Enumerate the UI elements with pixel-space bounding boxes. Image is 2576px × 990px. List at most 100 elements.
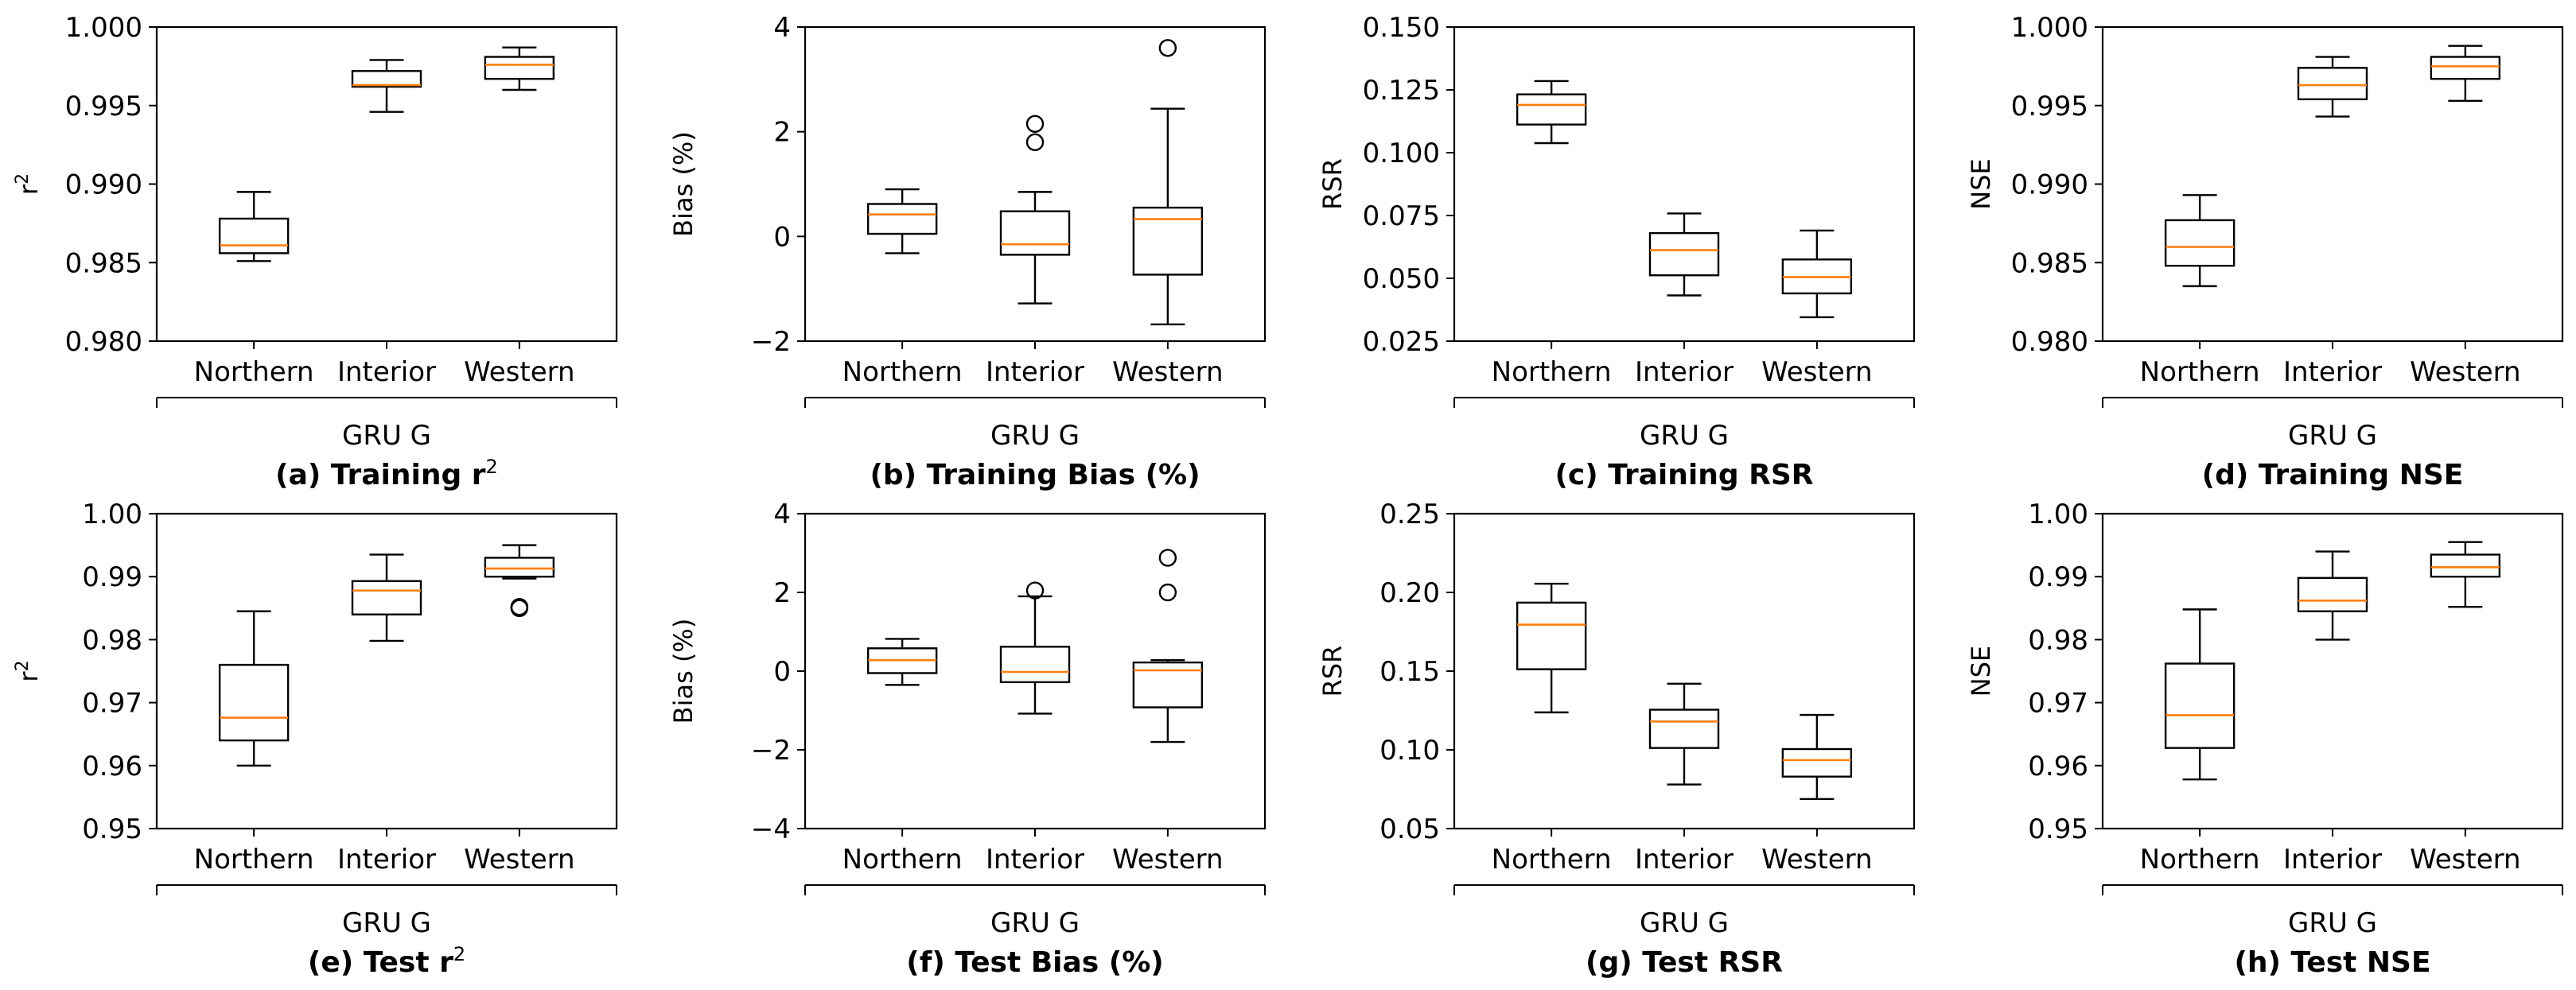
iqr-box xyxy=(484,557,555,578)
outlier-point xyxy=(1158,39,1177,57)
y-tick-label: 0.980 xyxy=(65,326,142,358)
x-tick-label: Interior xyxy=(2283,356,2382,388)
chart-panel-4: 0.980 0.985 0.990 0.995 1.000 NSE Northern Inte… xyxy=(1966,12,2564,491)
panel-caption: (b) Training Bias (%) xyxy=(870,459,1200,491)
outlier-point xyxy=(1158,549,1177,567)
box-interior xyxy=(351,59,422,113)
y-tick-label: 0.10 xyxy=(1379,735,1440,767)
iqr-box xyxy=(2430,553,2501,578)
outlier-point xyxy=(1025,115,1045,133)
y-tick-label: 0.025 xyxy=(1363,326,1440,358)
y-tick-label: 1.00 xyxy=(2028,499,2088,530)
y-tick-label: −2 xyxy=(751,326,791,358)
group-bracket xyxy=(2102,884,2563,895)
iqr-box xyxy=(1781,747,1853,778)
box-western xyxy=(1781,713,1853,800)
y-tick-label: 2 xyxy=(773,117,791,149)
box-northern xyxy=(1516,80,1587,145)
x-tick-label: Western xyxy=(1112,356,1223,388)
chart-panel-1: 0.980 0.985 0.990 0.995 1.000 r2 Northern Inter… xyxy=(13,12,618,491)
axes-frame xyxy=(2101,25,2564,343)
y-tick-label: 0.995 xyxy=(65,91,142,122)
outlier-point xyxy=(1025,581,1045,600)
x-tick-label: Northern xyxy=(194,356,314,388)
y-tick-label: 0.98 xyxy=(2028,624,2088,656)
iqr-box xyxy=(1516,93,1587,126)
y-tick-label: 0.97 xyxy=(2028,688,2088,720)
x-tick-label: Interior xyxy=(1635,356,1734,388)
y-tick-label: 0.050 xyxy=(1363,263,1440,295)
x-tick-label: Interior xyxy=(2283,844,2382,875)
outlier-point xyxy=(1025,133,1045,152)
panel-caption: (d) Training NSE xyxy=(2202,459,2464,491)
y-axis-label: r2 xyxy=(13,660,44,681)
y-tick-label: 0.990 xyxy=(65,169,142,201)
x-tick-label: Western xyxy=(1761,844,1872,875)
y-tick-label: 1.000 xyxy=(65,12,142,44)
group-label: GRU G xyxy=(1640,420,1729,452)
x-tick-label: Western xyxy=(464,356,574,388)
x-tick-label: Western xyxy=(1112,844,1223,875)
box-northern xyxy=(1516,582,1587,714)
box-northern xyxy=(2164,194,2236,288)
iqr-box xyxy=(1648,709,1720,749)
box-interior xyxy=(1648,682,1720,786)
y-tick-label: 1.00 xyxy=(82,499,142,530)
y-tick-label: 1.000 xyxy=(2011,12,2088,44)
x-tick-label: Northern xyxy=(842,844,963,875)
group-bracket xyxy=(2102,397,2563,408)
x-tick-label: Western xyxy=(2410,356,2520,388)
y-tick-label: 0.985 xyxy=(2011,247,2088,279)
box-western xyxy=(1132,549,1204,743)
box-interior xyxy=(2297,56,2368,118)
iqr-box xyxy=(999,210,1071,256)
box-interior xyxy=(2297,550,2368,641)
panel-caption: (c) Training RSR xyxy=(1555,459,1813,491)
y-axis-label: r2 xyxy=(13,173,44,195)
y-tick-label: 4 xyxy=(773,12,791,44)
group-label: GRU G xyxy=(342,420,431,452)
y-axis-label: Bias (%) xyxy=(668,619,698,724)
y-axis-label: RSR xyxy=(1317,646,1348,697)
group-bracket xyxy=(1453,397,1915,408)
group-label: GRU G xyxy=(1640,907,1729,939)
group-bracket xyxy=(804,397,1266,408)
y-tick-label: 0.995 xyxy=(2011,91,2088,122)
y-tick-label: 0.99 xyxy=(82,561,142,593)
y-axis-label: NSE xyxy=(1966,158,1996,209)
x-tick-label: Northern xyxy=(194,844,314,875)
iqr-box xyxy=(2430,56,2501,80)
y-tick-label: 0.99 xyxy=(2028,561,2088,593)
box-northern xyxy=(2164,608,2236,781)
y-tick-label: 0.96 xyxy=(2028,751,2088,782)
y-tick-label: 0.990 xyxy=(2011,169,2088,201)
group-bracket xyxy=(804,884,1266,895)
group-label: GRU G xyxy=(342,907,431,939)
group-label: GRU G xyxy=(2288,420,2377,452)
y-tick-label: 0.20 xyxy=(1379,577,1440,609)
group-label: GRU G xyxy=(990,907,1080,939)
iqr-box xyxy=(2297,67,2368,101)
y-tick-label: 0.985 xyxy=(65,247,142,279)
chart-panel-2: −2 0 2 4 Bias (%) Northern Interior Western GRU … xyxy=(668,12,1267,491)
x-tick-label: Interior xyxy=(337,356,436,388)
y-tick-label: 0 xyxy=(773,221,791,253)
panel-caption: (f) Test Bias (%) xyxy=(906,946,1163,979)
x-tick-label: Western xyxy=(1761,356,1872,388)
box-northern xyxy=(866,188,938,254)
y-tick-label: 0.980 xyxy=(2011,326,2088,358)
iqr-box xyxy=(1132,206,1204,276)
panel-caption: (h) Test NSE xyxy=(2234,946,2430,979)
box-interior xyxy=(999,115,1071,305)
box-western xyxy=(484,46,555,91)
x-tick-label: Western xyxy=(464,844,574,875)
box-interior xyxy=(1648,212,1720,297)
y-tick-label: −4 xyxy=(751,813,791,845)
chart-panel-5: 0.95 0.96 0.97 0.98 0.99 1.00 r2 Northern Interi… xyxy=(13,499,618,979)
iqr-box xyxy=(2164,662,2236,749)
y-tick-label: 0.95 xyxy=(2028,813,2088,845)
box-western xyxy=(2430,541,2501,608)
y-tick-label: 2 xyxy=(773,577,791,609)
iqr-box xyxy=(484,56,555,80)
